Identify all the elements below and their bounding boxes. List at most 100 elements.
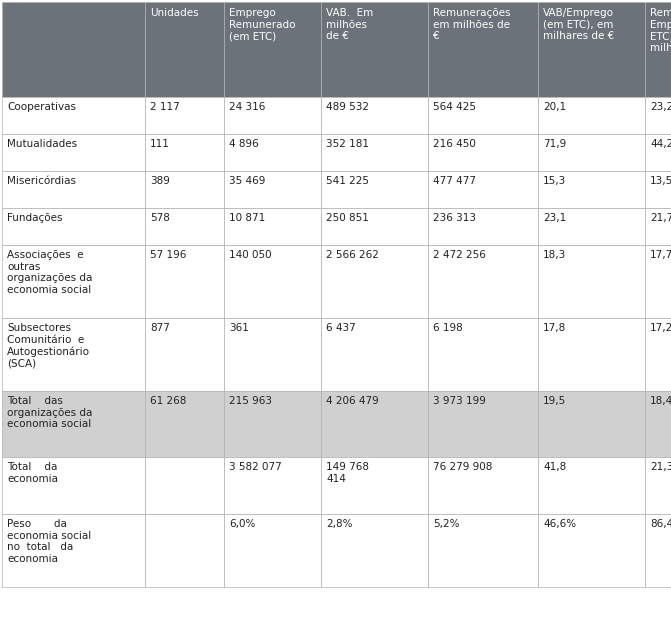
- Bar: [645, 171, 671, 208]
- Text: 215 963: 215 963: [229, 396, 272, 406]
- Bar: [2, 318, 145, 391]
- Text: 2 117: 2 117: [150, 102, 180, 112]
- Text: 41,8: 41,8: [543, 462, 566, 472]
- Text: 489 532: 489 532: [326, 102, 369, 112]
- Bar: [645, 208, 671, 245]
- Text: 19,5: 19,5: [543, 396, 566, 406]
- Text: VAB/Emprego
(em ETC), em
milhares de €: VAB/Emprego (em ETC), em milhares de €: [543, 8, 614, 41]
- Bar: [538, 2, 645, 97]
- Text: Emprego
Remunerado
(em ETC): Emprego Remunerado (em ETC): [229, 8, 295, 41]
- Bar: [538, 457, 645, 514]
- Bar: [145, 457, 224, 514]
- Bar: [224, 171, 321, 208]
- Text: 250 851: 250 851: [326, 213, 369, 223]
- Bar: [645, 97, 671, 134]
- Bar: [428, 171, 538, 208]
- Text: 564 425: 564 425: [433, 102, 476, 112]
- Bar: [321, 2, 428, 97]
- Text: 23,2: 23,2: [650, 102, 671, 112]
- Text: 15,3: 15,3: [543, 176, 566, 186]
- Text: 17,7: 17,7: [650, 250, 671, 260]
- Bar: [2, 514, 145, 587]
- Text: 10 871: 10 871: [229, 213, 265, 223]
- Bar: [224, 245, 321, 318]
- Text: 21,3: 21,3: [650, 462, 671, 472]
- Bar: [428, 134, 538, 171]
- Text: 5,2%: 5,2%: [433, 519, 460, 529]
- Bar: [145, 2, 224, 97]
- Bar: [2, 457, 145, 514]
- Bar: [145, 391, 224, 457]
- Text: Fundações: Fundações: [7, 213, 62, 223]
- Text: 6 198: 6 198: [433, 323, 463, 333]
- Bar: [145, 134, 224, 171]
- Bar: [645, 134, 671, 171]
- Bar: [224, 134, 321, 171]
- Bar: [428, 97, 538, 134]
- Text: 149 768
414: 149 768 414: [326, 462, 369, 484]
- Text: Remunerações
em milhões de
€: Remunerações em milhões de €: [433, 8, 511, 41]
- Text: 3 582 077: 3 582 077: [229, 462, 282, 472]
- Bar: [145, 208, 224, 245]
- Text: Cooperativas: Cooperativas: [7, 102, 76, 112]
- Text: 76 279 908: 76 279 908: [433, 462, 493, 472]
- Text: 71,9: 71,9: [543, 139, 566, 149]
- Text: Peso       da
economia social
no  total   da
economia: Peso da economia social no total da econ…: [7, 519, 91, 564]
- Text: 61 268: 61 268: [150, 396, 187, 406]
- Text: 111: 111: [150, 139, 170, 149]
- Text: Total    das
organizações da
economia social: Total das organizações da economia socia…: [7, 396, 93, 429]
- Bar: [224, 97, 321, 134]
- Text: 2,8%: 2,8%: [326, 519, 352, 529]
- Bar: [2, 171, 145, 208]
- Bar: [2, 97, 145, 134]
- Bar: [321, 171, 428, 208]
- Text: 216 450: 216 450: [433, 139, 476, 149]
- Text: 20,1: 20,1: [543, 102, 566, 112]
- Bar: [645, 391, 671, 457]
- Bar: [224, 2, 321, 97]
- Bar: [645, 245, 671, 318]
- Bar: [224, 208, 321, 245]
- Bar: [224, 391, 321, 457]
- Text: 477 477: 477 477: [433, 176, 476, 186]
- Bar: [428, 208, 538, 245]
- Bar: [321, 457, 428, 514]
- Text: Mutualidades: Mutualidades: [7, 139, 77, 149]
- Text: 35 469: 35 469: [229, 176, 265, 186]
- Bar: [2, 245, 145, 318]
- Bar: [2, 2, 145, 97]
- Text: 578: 578: [150, 213, 170, 223]
- Text: 4 896: 4 896: [229, 139, 259, 149]
- Bar: [538, 318, 645, 391]
- Text: 352 181: 352 181: [326, 139, 369, 149]
- Bar: [428, 245, 538, 318]
- Bar: [145, 318, 224, 391]
- Text: 2 472 256: 2 472 256: [433, 250, 486, 260]
- Text: 18,3: 18,3: [543, 250, 566, 260]
- Bar: [145, 97, 224, 134]
- Bar: [2, 134, 145, 171]
- Bar: [538, 245, 645, 318]
- Text: 17,8: 17,8: [543, 323, 566, 333]
- Bar: [428, 514, 538, 587]
- Bar: [538, 391, 645, 457]
- Bar: [224, 318, 321, 391]
- Text: 18,4: 18,4: [650, 396, 671, 406]
- Text: 236 313: 236 313: [433, 213, 476, 223]
- Bar: [321, 208, 428, 245]
- Bar: [538, 208, 645, 245]
- Bar: [428, 391, 538, 457]
- Text: 389: 389: [150, 176, 170, 186]
- Bar: [538, 514, 645, 587]
- Bar: [2, 208, 145, 245]
- Text: Subsectores
Comunitário  e
Autogestionário
(SCA): Subsectores Comunitário e Autogestionári…: [7, 323, 90, 368]
- Bar: [321, 97, 428, 134]
- Bar: [321, 318, 428, 391]
- Text: 3 973 199: 3 973 199: [433, 396, 486, 406]
- Bar: [645, 457, 671, 514]
- Bar: [428, 457, 538, 514]
- Text: Unidades: Unidades: [150, 8, 199, 18]
- Bar: [428, 318, 538, 391]
- Bar: [224, 457, 321, 514]
- Bar: [145, 514, 224, 587]
